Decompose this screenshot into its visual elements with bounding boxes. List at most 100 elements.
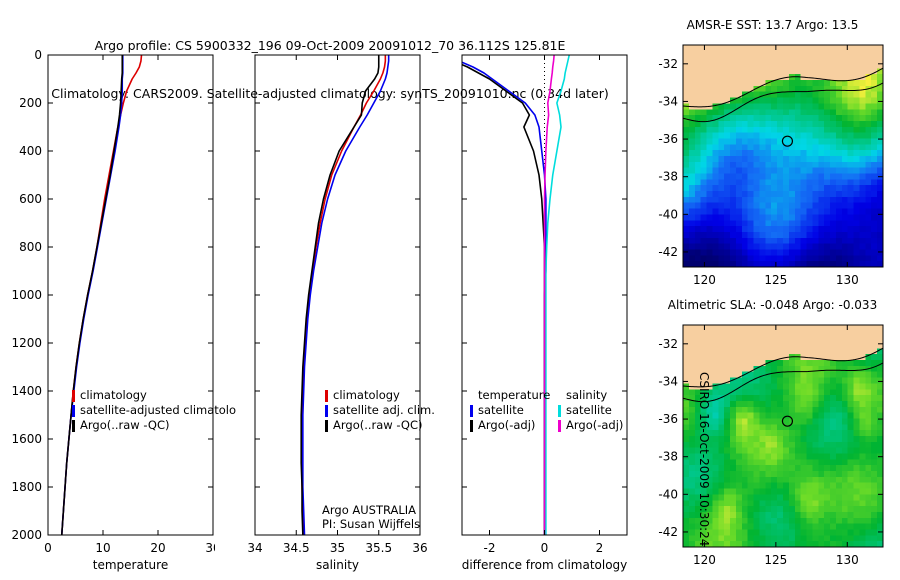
legend-item: Argo(..raw -QC) bbox=[72, 418, 236, 433]
svg-text:10: 10 bbox=[95, 541, 110, 555]
svg-text:0: 0 bbox=[34, 48, 42, 62]
legend-swatch-argo bbox=[325, 419, 328, 432]
legend-swatch-argo bbox=[72, 419, 75, 432]
legend-label: Argo(-adj) bbox=[566, 418, 624, 432]
legend-label: Argo(-adj) bbox=[478, 418, 536, 432]
legend-label: Argo(..raw -QC) bbox=[80, 418, 170, 432]
svg-text:temperature: temperature bbox=[93, 558, 168, 572]
title-line-2: Climatology: CARS2009. Satellite-adjuste… bbox=[51, 86, 609, 101]
svg-text:-36: -36 bbox=[658, 132, 678, 146]
svg-text:120: 120 bbox=[693, 273, 716, 287]
svg-text:120: 120 bbox=[693, 553, 716, 567]
svg-text:-2: -2 bbox=[484, 541, 496, 555]
legend-label: satellite-adjusted climatolo bbox=[80, 403, 237, 417]
svg-text:-40: -40 bbox=[658, 207, 678, 221]
legend-item: Argo(-adj) bbox=[558, 418, 623, 433]
sla-map: -32 -34 -36 -38 -40 -42 120 125 130 bbox=[658, 324, 884, 567]
svg-text:125: 125 bbox=[764, 273, 787, 287]
svg-text:30: 30 bbox=[205, 541, 215, 555]
legend-item: satellite adj. clim. bbox=[325, 403, 435, 418]
temperature-plot bbox=[60, 55, 143, 535]
legend-heading-temperature: temperature bbox=[478, 388, 551, 402]
difference-plot bbox=[462, 55, 571, 535]
legend-label: satellite bbox=[566, 403, 612, 417]
svg-text:1600: 1600 bbox=[11, 432, 42, 446]
svg-text:2000: 2000 bbox=[11, 528, 42, 542]
svg-text:0: 0 bbox=[541, 541, 549, 555]
svg-text:600: 600 bbox=[19, 192, 42, 206]
legend-label: climatology bbox=[333, 388, 400, 402]
legend-item: climatology bbox=[325, 388, 435, 403]
legend-swatch-temp-satellite bbox=[470, 404, 473, 417]
svg-text:0: 0 bbox=[44, 541, 52, 555]
title-line-1: Argo profile: CS 5900332_196 09-Oct-2009… bbox=[94, 38, 566, 53]
sst-map-title: AMSR-E SST: 13.7 Argo: 13.5 bbox=[686, 18, 859, 32]
legend-swatch-climatology bbox=[72, 389, 75, 402]
legend-swatch-satellite bbox=[72, 404, 75, 417]
svg-text:2: 2 bbox=[596, 541, 604, 555]
svg-text:400: 400 bbox=[19, 144, 42, 158]
svg-text:-32: -32 bbox=[658, 337, 678, 351]
salinity-plot bbox=[300, 55, 390, 535]
legend-item: Argo(..raw -QC) bbox=[325, 418, 435, 433]
svg-text:130: 130 bbox=[836, 553, 859, 567]
svg-text:1200: 1200 bbox=[11, 336, 42, 350]
legend-swatch-sal-satellite bbox=[558, 404, 561, 417]
svg-text:36: 36 bbox=[412, 541, 427, 555]
svg-text:1400: 1400 bbox=[11, 384, 42, 398]
svg-text:800: 800 bbox=[19, 240, 42, 254]
legend-swatch-satellite bbox=[325, 404, 328, 417]
csiro-credit: CSIRO 16-Oct-2009 10:30:24 bbox=[697, 372, 711, 547]
difference-axes: -2 0 2 difference from climatology bbox=[461, 54, 628, 572]
svg-text:salinity: salinity bbox=[316, 558, 359, 572]
argo-australia-annotation: Argo AUSTRALIA PI: Susan Wijffels bbox=[322, 503, 420, 531]
svg-text:1000: 1000 bbox=[11, 288, 42, 302]
svg-text:-34: -34 bbox=[658, 374, 678, 388]
svg-text:-38: -38 bbox=[658, 450, 678, 464]
svg-text:20: 20 bbox=[150, 541, 165, 555]
sst-map: -32 -34 -36 -38 -40 -42 120 125 130 bbox=[658, 44, 884, 287]
svg-text:-40: -40 bbox=[658, 487, 678, 501]
temperature-panel bbox=[48, 55, 213, 535]
legend-swatch-climatology bbox=[325, 389, 328, 402]
legend-label: Argo(..raw -QC) bbox=[333, 418, 423, 432]
svg-text:200: 200 bbox=[19, 96, 42, 110]
svg-text:-34: -34 bbox=[658, 94, 678, 108]
legend-item: satellite bbox=[470, 403, 550, 418]
sla-map-title: Altimetric SLA: -0.048 Argo: -0.033 bbox=[667, 298, 878, 312]
legend-heading-salinity: salinity bbox=[566, 388, 608, 402]
difference-panel bbox=[462, 55, 627, 535]
salinity-legend: climatology satellite adj. clim. Argo(..… bbox=[325, 388, 435, 433]
legend-label: satellite adj. clim. bbox=[333, 403, 435, 417]
svg-text:130: 130 bbox=[836, 273, 859, 287]
legend-swatch-temp-argo bbox=[470, 419, 473, 432]
legend-label: satellite bbox=[478, 403, 524, 417]
svg-text:-42: -42 bbox=[658, 525, 678, 539]
svg-text:35: 35 bbox=[330, 541, 345, 555]
legend-label: climatology bbox=[80, 388, 147, 402]
salinity-axes: 34 34.5 35 35.5 36 salinity bbox=[247, 54, 428, 572]
difference-legend-temperature: temperature satellite Argo(-adj) bbox=[470, 388, 550, 433]
svg-text:-32: -32 bbox=[658, 57, 678, 71]
legend-item: satellite bbox=[558, 403, 623, 418]
svg-text:34: 34 bbox=[247, 541, 262, 555]
annotation-line-2: PI: Susan Wijffels bbox=[322, 517, 421, 531]
legend-item: satellite-adjusted climatolo bbox=[72, 403, 236, 418]
svg-text:difference from climatology: difference from climatology bbox=[462, 558, 628, 572]
svg-text:1800: 1800 bbox=[11, 480, 42, 494]
svg-text:34.5: 34.5 bbox=[283, 541, 310, 555]
svg-text:35.5: 35.5 bbox=[365, 541, 392, 555]
legend-swatch-sal-argo bbox=[558, 419, 561, 432]
svg-text:-36: -36 bbox=[658, 412, 678, 426]
legend-item: Argo(-adj) bbox=[470, 418, 550, 433]
page-title: Argo profile: CS 5900332_196 09-Oct-2009… bbox=[0, 6, 660, 118]
legend-item: climatology bbox=[72, 388, 236, 403]
svg-text:125: 125 bbox=[764, 553, 787, 567]
svg-text:-38: -38 bbox=[658, 170, 678, 184]
temperature-legend: climatology satellite-adjusted climatolo… bbox=[72, 388, 236, 433]
difference-legend-salinity: salinity satellite Argo(-adj) bbox=[558, 388, 623, 433]
svg-text:-42: -42 bbox=[658, 245, 678, 259]
salinity-panel bbox=[255, 55, 420, 535]
annotation-line-1: Argo AUSTRALIA bbox=[322, 503, 417, 517]
